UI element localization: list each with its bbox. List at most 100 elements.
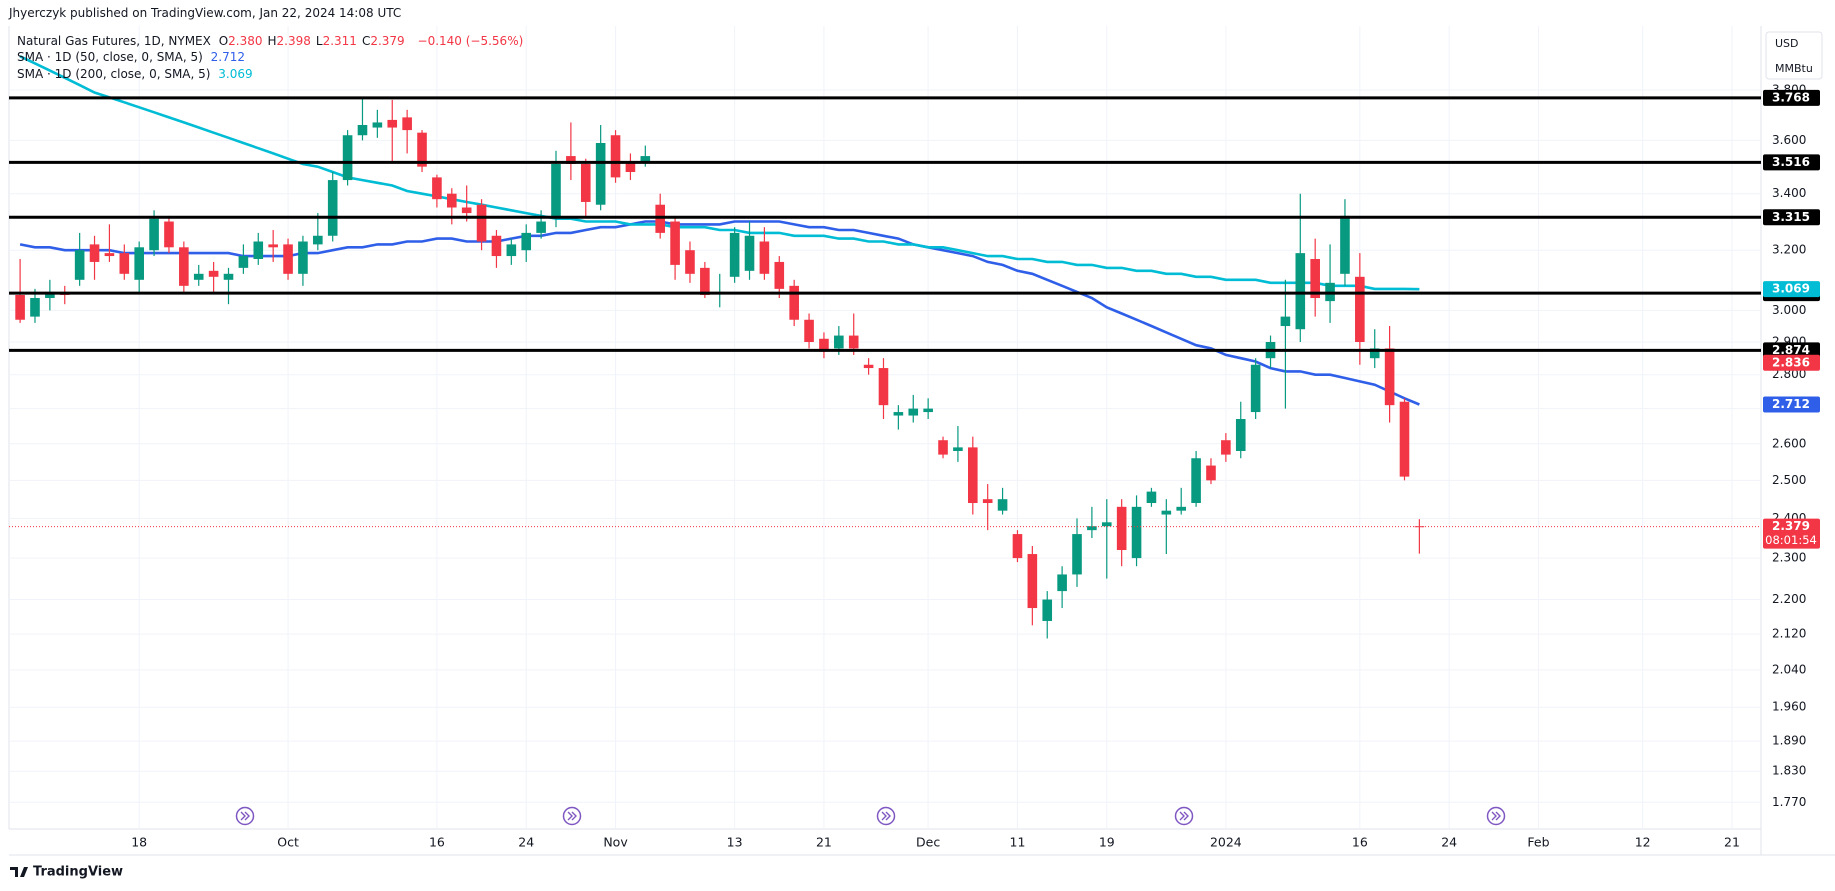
candle-body — [1280, 316, 1291, 327]
candle-body — [700, 267, 710, 295]
y-tick-label: 2.040 — [1772, 662, 1806, 676]
sma-badge-bg — [1763, 396, 1820, 413]
x-tick-label: 16 — [429, 835, 445, 850]
x-tick-label: 21 — [1724, 835, 1740, 850]
level-badge-bg — [1763, 209, 1820, 226]
countdown: 08:01:54 — [1765, 533, 1817, 547]
candle-body — [1072, 534, 1082, 575]
candle-body — [1206, 465, 1216, 481]
candle-body — [1369, 348, 1380, 359]
candle-body — [595, 142, 606, 205]
currency: USD — [1775, 37, 1799, 50]
candle-body — [923, 408, 933, 413]
candle-body — [1146, 491, 1157, 504]
ohlc-label: C — [361, 34, 371, 48]
y-tick-label: 1.770 — [1772, 795, 1806, 809]
candle-body — [491, 235, 502, 257]
candle-body — [580, 164, 591, 202]
candle-body — [1027, 554, 1038, 609]
candle-body — [1057, 574, 1067, 592]
unit-box — [1765, 31, 1823, 80]
unit: MMBtu — [1775, 62, 1813, 75]
candle-body — [551, 164, 561, 219]
candle-body — [610, 135, 621, 178]
brand-mark — [10, 867, 28, 877]
level-badge: 2.874 — [1772, 343, 1810, 357]
event-icons — [235, 806, 1506, 826]
candle-body — [372, 122, 383, 128]
level-badge-bg — [1763, 154, 1820, 171]
candle-body — [432, 177, 442, 200]
candle-body — [1295, 253, 1306, 330]
candle-body — [640, 156, 651, 162]
y-tick-label: 1.830 — [1772, 764, 1806, 778]
candle-body — [119, 253, 130, 274]
candle-body — [536, 221, 546, 233]
level-badge: 3.516 — [1772, 155, 1810, 169]
event-icon-arrow — [240, 811, 250, 821]
candle-body — [848, 335, 859, 349]
x-tick-label: 24 — [518, 835, 534, 850]
byline: Jhyerczyk published on TradingView.com, … — [9, 5, 405, 21]
sma-name: SMA · 1D (50, close, 0, SMA, 5) — [17, 50, 203, 64]
change: −0.140 (−5.56%) — [417, 34, 524, 48]
candle-body — [134, 247, 144, 280]
price-badge: 2.836 — [1772, 355, 1810, 369]
candle-body — [268, 244, 278, 248]
candle-body — [417, 132, 427, 167]
candle-body — [506, 244, 517, 257]
candle-body — [1250, 364, 1261, 413]
x-tick-label: 12 — [1635, 835, 1651, 850]
x-tick-label: 2024 — [1210, 835, 1242, 850]
y-tick-label: 3.200 — [1772, 243, 1806, 257]
candle-body — [1221, 440, 1231, 455]
candle-body — [313, 235, 323, 245]
candle-body — [223, 273, 234, 280]
y-tick-label: 3.400 — [1772, 186, 1806, 200]
ohlc-value: 2.398 — [276, 34, 311, 48]
candle-body — [1399, 401, 1410, 477]
sma-line — [19, 55, 1420, 291]
candle-body — [968, 447, 978, 504]
sma-badge-bg — [1763, 281, 1820, 298]
candle-body — [357, 124, 368, 136]
candle-body — [387, 119, 398, 128]
event-icon-arrow — [567, 811, 577, 821]
current-price-badge-bg — [1763, 518, 1820, 549]
candle-body — [1384, 348, 1395, 406]
candle-body — [446, 193, 457, 208]
ohlc-values: O2.380 H2.398 L2.311 C2.379 — [219, 34, 410, 48]
x-tick-label: 16 — [1352, 835, 1368, 850]
candle-body — [1101, 522, 1112, 527]
ohlc-value: 2.380 — [228, 34, 263, 48]
ohlc-label: O — [218, 34, 229, 48]
candle-body — [179, 247, 189, 286]
candle-body — [342, 135, 353, 181]
candle-body — [104, 253, 115, 257]
ohlc-value: 2.379 — [370, 34, 405, 48]
candle-body — [149, 218, 159, 251]
sma-name: SMA · 1D (200, close, 0, SMA, 5) — [17, 67, 211, 81]
candle-body — [1116, 506, 1127, 551]
level-badge: 3.315 — [1772, 210, 1810, 224]
candle-body — [953, 447, 963, 451]
candle-body — [1355, 276, 1365, 342]
y-tick-label: 1.890 — [1772, 734, 1806, 748]
event-icon-arrow — [881, 811, 891, 821]
candle-body — [283, 244, 293, 274]
candle-body — [1340, 215, 1350, 274]
y-tick-label: 2.500 — [1772, 473, 1806, 487]
x-tick-label: 11 — [1010, 835, 1026, 850]
ohlc-value: 2.311 — [322, 34, 357, 48]
x-tick-label: Feb — [1527, 835, 1549, 850]
candle-body — [997, 499, 1008, 511]
sma-badge: 3.069 — [1772, 282, 1810, 296]
sma-value: 3.069 — [218, 67, 253, 81]
y-tick-label: 1.960 — [1772, 700, 1806, 714]
candle-body — [566, 156, 576, 165]
candle-body — [1012, 534, 1023, 559]
candle-body — [327, 180, 338, 236]
candle-body — [774, 261, 785, 289]
candle-body — [253, 241, 264, 259]
